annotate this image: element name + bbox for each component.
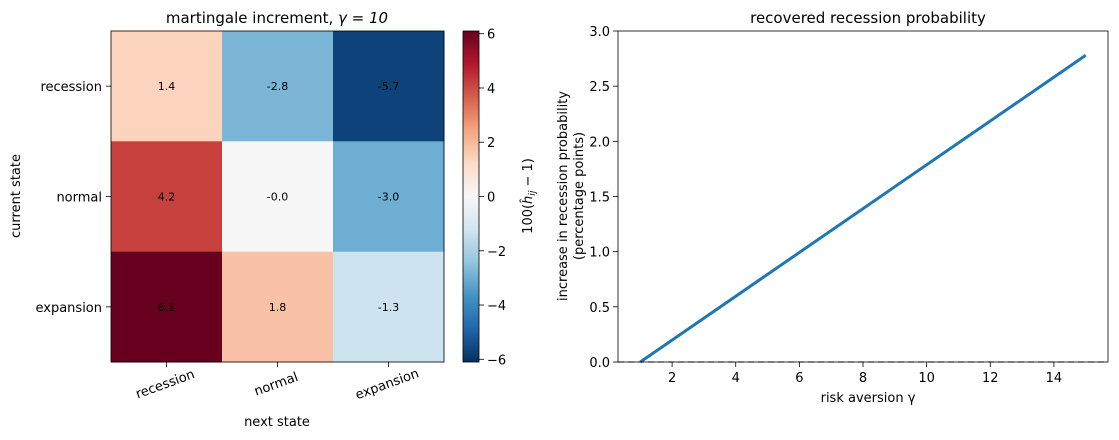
heatmap-value-labels: 1.4 -2.8 -5.7 4.2 -0.0 -3.0 6.1 1.8 -1.3 xyxy=(158,80,399,314)
line-x-axis-label: risk aversion γ xyxy=(821,391,916,406)
heatmap-cell xyxy=(111,251,223,363)
line-y-ticks: 0.0 0.5 1.0 1.5 2.0 2.5 3.0 xyxy=(589,25,618,371)
colorbar-gradient xyxy=(462,30,480,363)
line-x-tick-label: 2 xyxy=(668,371,676,386)
colorbar-tick-label: 2 xyxy=(487,136,495,151)
heatmap-cells xyxy=(111,31,445,363)
heatmap-cell xyxy=(333,251,445,363)
heatmap-cell xyxy=(333,31,445,142)
heatmap-cell-label: -5.7 xyxy=(378,80,399,93)
colorbar-tick-label: 0 xyxy=(487,191,495,206)
line-y-tick-label: 1.5 xyxy=(589,191,610,206)
heatmap-x-axis-label: next state xyxy=(244,415,310,430)
heatmap-cell-label: 4.2 xyxy=(158,191,176,204)
line-y-tick-label: 0.0 xyxy=(589,356,610,371)
line-y-tick-label: 3.0 xyxy=(589,25,610,40)
line-x-ticks: 2 4 6 8 10 12 14 xyxy=(668,362,1062,386)
line-x-tick-label: 14 xyxy=(1046,371,1063,386)
colorbar-tick-label: −6 xyxy=(487,353,506,368)
line-y-axis-label: increase in recession probability xyxy=(556,91,571,301)
colorbar-label: 100(ĥij − 1) xyxy=(520,158,538,234)
heatmap-cell xyxy=(222,31,334,142)
colorbar-tick-label: 4 xyxy=(487,82,495,97)
heatmap-panel: martingale increment, γ = 10 1.4 -2.8 -5.7… xyxy=(9,9,445,430)
line-y-tick-label: 1.0 xyxy=(589,246,610,261)
heatmap-cell xyxy=(222,141,334,253)
heatmap-y-tick-label: expansion xyxy=(36,301,103,316)
heatmap-cell-label: -1.3 xyxy=(378,301,399,314)
heatmap-y-tick-label: recession xyxy=(40,80,102,95)
heatmap-cell xyxy=(222,251,334,363)
line-x-tick-label: 10 xyxy=(918,371,935,386)
colorbar-tick-label: −4 xyxy=(487,299,506,314)
heatmap-cell-label: 6.1 xyxy=(158,301,176,314)
line-x-tick-label: 8 xyxy=(859,371,867,386)
line-x-tick-label: 12 xyxy=(982,371,999,386)
line-y-tick-label: 0.5 xyxy=(589,301,610,316)
line-x-tick-label: 6 xyxy=(795,371,803,386)
line-y-tick-label: 2.5 xyxy=(589,80,610,95)
colorbar-tick-label: −2 xyxy=(487,245,506,260)
heatmap-y-axis-label: current state xyxy=(9,154,24,238)
heatmap-cell xyxy=(111,31,223,142)
heatmap-cell xyxy=(333,141,445,253)
heatmap-y-tick-label: normal xyxy=(56,191,102,206)
line-chart-title: recovered recession probability xyxy=(750,9,986,27)
line-panel: recovered recession probability 2 4 6 8 10 12… xyxy=(556,9,1109,406)
colorbar: 6 4 2 0 −2 −4 −6 100(ĥij − 1) xyxy=(462,28,538,368)
heatmap-cell-label: -2.8 xyxy=(267,80,288,93)
recession-probability-line xyxy=(639,54,1087,364)
colorbar-tick-label: 6 xyxy=(487,28,495,43)
line-y-axis-label-units: (percentage points) xyxy=(572,132,587,260)
heatmap-cell-label: 1.8 xyxy=(269,301,287,314)
heatmap-cell-label: 1.4 xyxy=(158,80,176,93)
heatmap-y-ticks: recession normal expansion xyxy=(36,80,111,316)
heatmap-cell-label: -3.0 xyxy=(378,191,399,204)
line-y-tick-label: 2.0 xyxy=(589,135,610,150)
line-x-tick-label: 4 xyxy=(732,371,740,386)
colorbar-ticks: 6 4 2 0 −2 −4 −6 xyxy=(479,28,506,368)
heatmap-cell-label: -0.0 xyxy=(267,191,288,204)
heatmap-cell xyxy=(111,141,223,253)
heatmap-title: martingale increment, γ = 10 xyxy=(166,9,388,27)
